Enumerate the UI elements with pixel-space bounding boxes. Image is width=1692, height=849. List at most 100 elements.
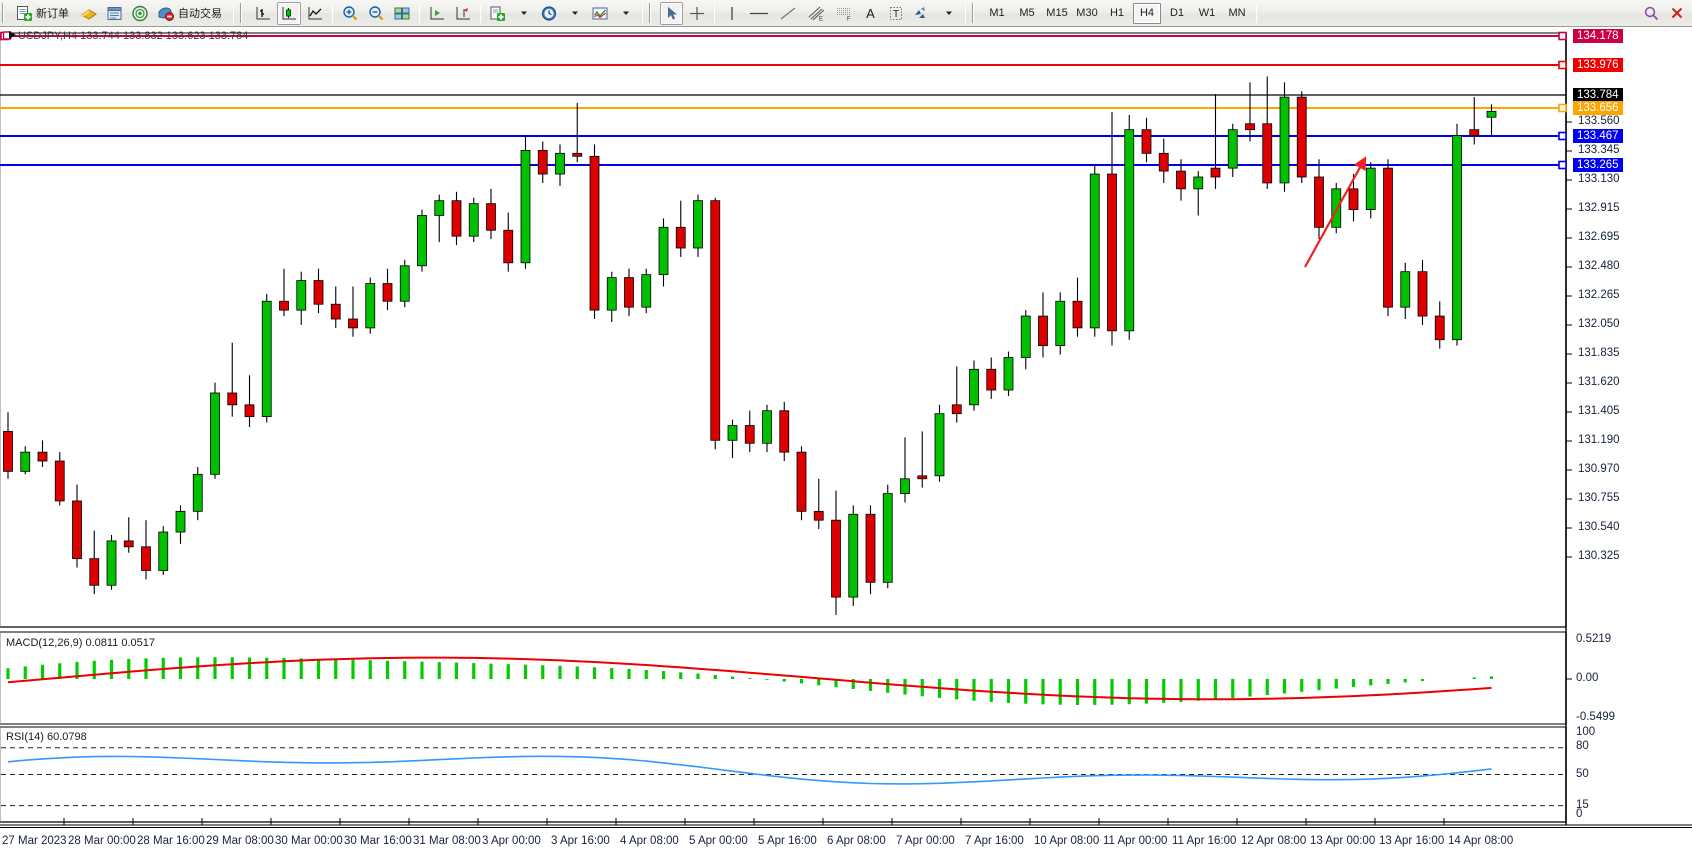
- bar-chart-icon: [256, 6, 270, 19]
- time-tick-label: 5 Apr 16:00: [758, 835, 817, 847]
- price-level-badge[interactable]: 134.178: [1573, 29, 1623, 43]
- timeframe-button-m1[interactable]: M1: [989, 7, 1005, 19]
- price-tick-label: 130.540: [1578, 521, 1620, 533]
- periods-button[interactable]: [537, 2, 561, 25]
- toolbar-grip-2[interactable]: [240, 3, 247, 23]
- toolbar-grip-3[interactable]: [649, 3, 656, 23]
- price-tick-label: 132.480: [1578, 260, 1620, 272]
- time-tick-label: 10 Apr 08:00: [1034, 835, 1100, 847]
- time-tick-label: 11 Apr 16:00: [1172, 835, 1237, 847]
- toolbar-separator-5: [642, 3, 643, 23]
- macd-label: MACD(12,26,9) 0.0811 0.0517: [6, 637, 155, 649]
- time-tick-label: 27 Mar 2023: [2, 835, 67, 847]
- shapes-dropdown[interactable]: [937, 2, 960, 25]
- main-toolbar: 新订单 自动交易: [0, 0, 1692, 27]
- toolbar-separator-8: [1256, 3, 1257, 23]
- price-level-badge[interactable]: 133.784: [1573, 88, 1623, 102]
- candlestick-chart-button[interactable]: [277, 1, 301, 25]
- trendline-button[interactable]: [775, 2, 801, 25]
- time-tick-label: 5 Apr 00:00: [689, 835, 748, 847]
- time-tick-label: 28 Mar 16:00: [137, 835, 205, 847]
- tile-windows-icon: [394, 7, 410, 19]
- auto-scroll-icon: [430, 6, 444, 19]
- price-tick-label: 133.560: [1578, 115, 1620, 127]
- zoom-in-button[interactable]: [338, 2, 362, 25]
- rsi-indicator: [1, 747, 1565, 807]
- templates-dropdown[interactable]: [614, 2, 637, 25]
- price-level-badge[interactable]: 133.265: [1573, 158, 1623, 172]
- shapes-button[interactable]: [909, 2, 935, 25]
- terminal-button[interactable]: [103, 2, 126, 25]
- timeframe-button-m30[interactable]: M30: [1076, 7, 1098, 19]
- time-tick-label: 31 Mar 08:00: [413, 835, 481, 847]
- toolbar-grip-4[interactable]: [972, 3, 979, 23]
- indicators-dropdown[interactable]: [512, 2, 535, 25]
- search-button[interactable]: [1639, 2, 1662, 25]
- chart-shift-button[interactable]: [451, 2, 475, 25]
- price-tick-label: 132.050: [1578, 318, 1620, 330]
- autotrading-icon: [158, 6, 174, 21]
- timeframe-button-h4[interactable]: H4: [1133, 2, 1161, 24]
- periods-dropdown[interactable]: [563, 2, 586, 25]
- toolbar-grip-1[interactable]: [2, 3, 9, 23]
- price-axis-tickmarks: [1566, 121, 1572, 558]
- price-level-lines[interactable]: [0, 31, 1567, 170]
- equidistant-channel-button[interactable]: E: [803, 2, 829, 25]
- vertical-line-button[interactable]: [720, 2, 743, 25]
- auto-scroll-button[interactable]: [425, 2, 449, 25]
- line-chart-icon: [308, 6, 322, 19]
- macd-scale-label: 0.00: [1576, 672, 1599, 684]
- trendline-icon: [780, 6, 796, 20]
- rsi-scale-label: 15: [1576, 799, 1589, 811]
- svg-text:T: T: [893, 9, 899, 20]
- chart-canvas[interactable]: [0, 27, 1692, 849]
- price-level-badge[interactable]: 133.467: [1573, 129, 1623, 143]
- price-tick-label: 132.915: [1578, 202, 1620, 214]
- time-tick-label: 29 Mar 08:00: [206, 835, 274, 847]
- candlestick-series[interactable]: [3, 76, 1497, 615]
- price-tick-label: 133.345: [1578, 144, 1620, 156]
- new-order-button[interactable]: 新订单: [13, 2, 75, 25]
- bar-chart-button[interactable]: [251, 2, 275, 25]
- autotrading-button[interactable]: 自动交易: [154, 2, 228, 25]
- timeframe-button-m5[interactable]: M5: [1019, 7, 1035, 19]
- market-watch-button[interactable]: [128, 2, 152, 25]
- time-tick-label: 4 Apr 08:00: [620, 835, 679, 847]
- cursor-button[interactable]: [660, 1, 683, 25]
- chart-area[interactable]: USDJPY,H4 133.744 133.832 133.623 133.78…: [0, 27, 1692, 849]
- close-button[interactable]: [1665, 2, 1688, 25]
- zoom-out-button[interactable]: [364, 2, 388, 25]
- toolbar-separator-3: [419, 3, 420, 23]
- toolbar-separator-4: [480, 3, 481, 23]
- timeframe-button-mn[interactable]: MN: [1228, 7, 1246, 19]
- timeframe-button-d1[interactable]: D1: [1169, 7, 1185, 19]
- toolbar-separator-1: [233, 3, 234, 23]
- line-chart-button[interactable]: [303, 2, 327, 25]
- shapes-icon: [915, 6, 925, 18]
- text-label-button[interactable]: T: [884, 2, 907, 25]
- candlestick-chart-icon: [282, 6, 296, 19]
- timeframe-button-m15[interactable]: M15: [1046, 7, 1068, 19]
- indicators-button[interactable]: [486, 2, 510, 25]
- rsi-scale-label: 100: [1576, 726, 1596, 738]
- time-tick-label: 13 Apr 16:00: [1379, 835, 1445, 847]
- chevron-down-icon: [520, 11, 527, 15]
- expert-advisor-button[interactable]: [77, 2, 101, 25]
- time-tick-label: 30 Mar 16:00: [344, 835, 412, 847]
- price-tick-label: 131.190: [1578, 434, 1620, 446]
- radar-icon: [132, 5, 148, 21]
- price-tick-label: 131.620: [1578, 376, 1620, 388]
- timeframe-button-w1[interactable]: W1: [1198, 7, 1216, 19]
- horizontal-line-button[interactable]: [745, 2, 773, 25]
- crosshair-button[interactable]: [685, 2, 709, 25]
- templates-button[interactable]: [588, 2, 612, 25]
- crosshair-icon: [690, 6, 704, 20]
- price-level-badge[interactable]: 133.976: [1573, 58, 1623, 72]
- tile-windows-button[interactable]: [390, 2, 414, 25]
- svg-text:E: E: [819, 16, 823, 22]
- timeframe-button-h1[interactable]: H1: [1109, 7, 1125, 19]
- text-button[interactable]: A: [859, 2, 882, 25]
- fibonacci-button[interactable]: F: [831, 2, 857, 25]
- chart-annotations[interactable]: [1304, 156, 1367, 268]
- price-level-badge[interactable]: 133.656: [1573, 101, 1623, 115]
